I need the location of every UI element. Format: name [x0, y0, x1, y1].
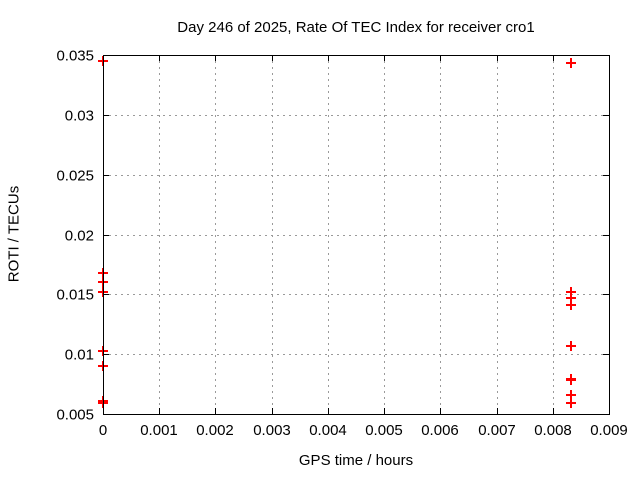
- data-point-marker: [566, 398, 576, 408]
- y-tick-label: 0.035: [56, 47, 94, 64]
- y-tick-label: 0.01: [65, 346, 94, 363]
- x-tick-label: 0.007: [478, 422, 516, 439]
- x-tick-label: 0.002: [196, 422, 234, 439]
- x-tick-label: 0.003: [253, 422, 291, 439]
- y-tick-label: 0.03: [65, 107, 94, 124]
- data-point-marker: [566, 341, 576, 351]
- x-tick-label: 0.006: [421, 422, 459, 439]
- x-tick-label: 0.005: [365, 422, 403, 439]
- x-tick-label: 0: [99, 422, 107, 439]
- x-tick-label: 0.004: [309, 422, 347, 439]
- y-tick-label: 0.02: [65, 227, 94, 244]
- data-point-marker: [566, 300, 576, 310]
- y-tick-label: 0.015: [56, 286, 94, 303]
- data-point-marker: [566, 58, 576, 68]
- data-point-marker: [566, 375, 576, 385]
- x-tick-label: 0.008: [534, 422, 572, 439]
- x-tick-label: 0.009: [590, 422, 628, 439]
- y-tick-label: 0.025: [56, 167, 94, 184]
- y-tick-label: 0.005: [56, 406, 94, 423]
- chart-title: Day 246 of 2025, Rate Of TEC Index for r…: [177, 19, 535, 36]
- x-tick-label: 0.001: [140, 422, 178, 439]
- x-axis-label: GPS time / hours: [298, 452, 414, 469]
